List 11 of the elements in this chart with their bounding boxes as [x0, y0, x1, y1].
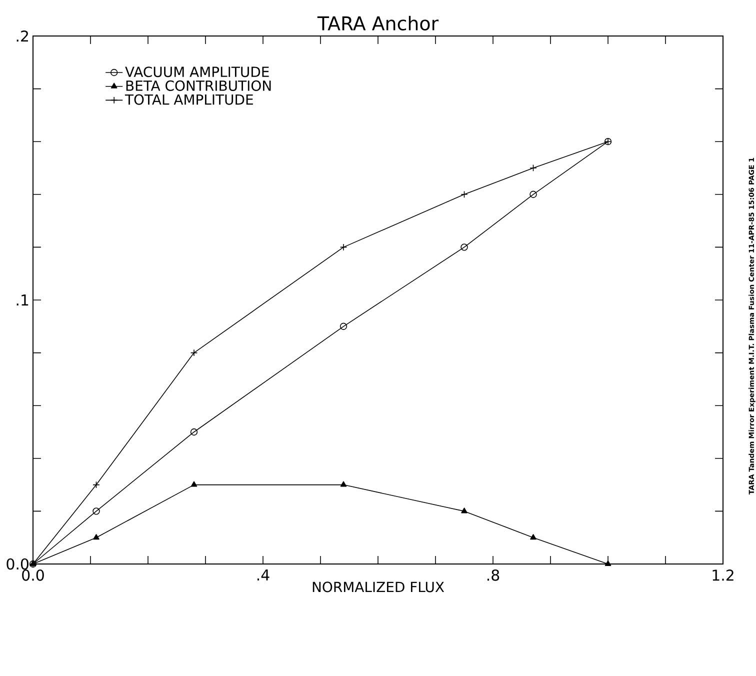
y-tick-label: .2 [16, 30, 28, 42]
y-tick-label: .1 [16, 294, 28, 306]
x-tick-label: .8 [487, 570, 500, 581]
x-tick-label: 1.2 [712, 570, 734, 581]
legend-label: BETA CONTRIBUTION [126, 80, 271, 91]
chart-title: TARA Anchor [317, 16, 439, 30]
legend-label: TOTAL AMPLITUDE [124, 94, 253, 105]
y-tick-label: 0.0 [6, 558, 28, 570]
legend-label: VACUUM AMPLITUDE [125, 66, 269, 78]
x-tick-label: .4 [257, 570, 270, 580]
x-axis-title: NORMALIZED FLUX [312, 582, 444, 592]
